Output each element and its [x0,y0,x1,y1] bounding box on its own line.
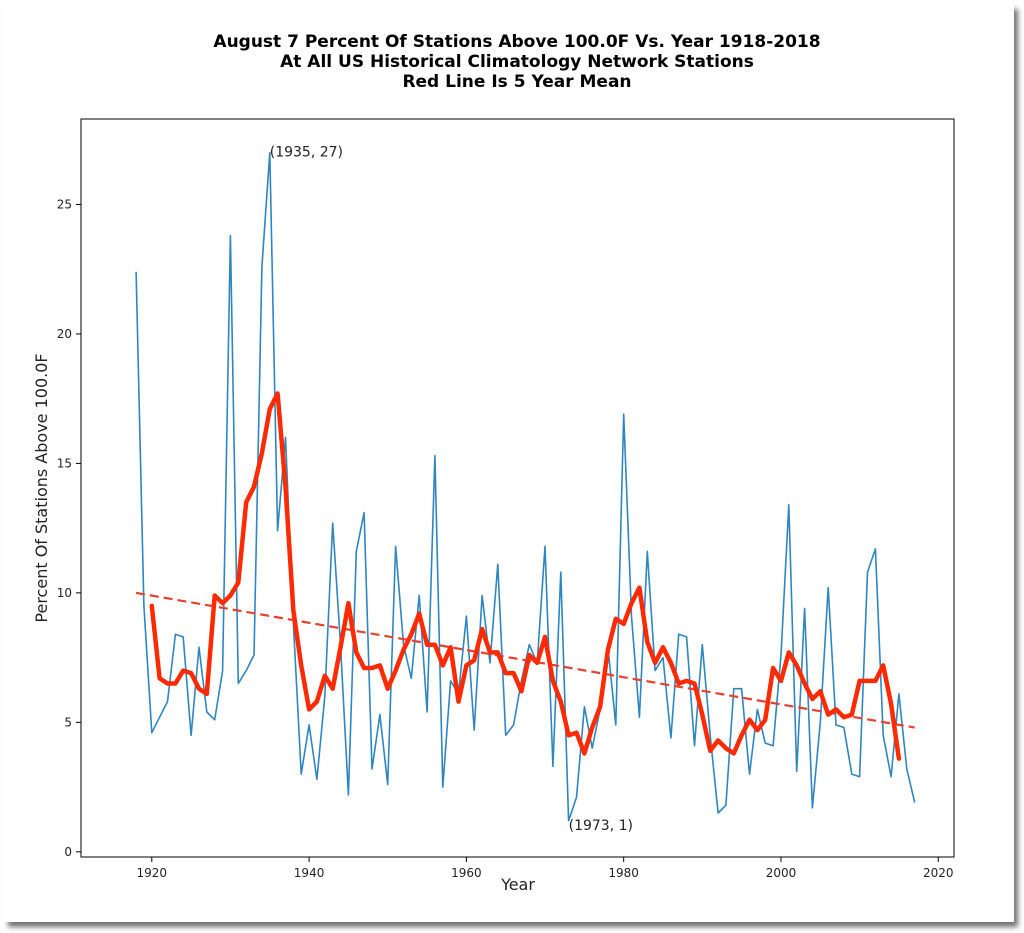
x-tick-label: 1940 [294,866,325,880]
line-chart: August 7 Percent Of Stations Above 100.0… [32,32,955,894]
x-tick-label: 1980 [608,866,639,880]
x-tick-label: 2000 [766,866,797,880]
plot-border [80,118,955,858]
y-tick-label: 25 [57,197,72,211]
x-axis-ticks: 1920 1940 1960 1980 2000 2020 [137,857,954,880]
x-tick-label: 1920 [137,866,168,880]
y-tick-label: 0 [64,845,72,859]
five-year-mean-line [149,391,902,761]
y-tick-label: 20 [57,327,72,341]
chart-title-line-2: At All US Historical Climatology Network… [280,52,754,72]
y-axis-label: Percent Of Stations Above 100.0F [32,353,51,622]
x-axis-label: Year [500,875,535,894]
x-tick-label: 1960 [451,866,482,880]
chart-frame: August 7 Percent Of Stations Above 100.0… [4,4,1014,922]
y-axis-ticks: 0 5 10 15 20 25 [57,197,81,859]
chart-title-line-1: August 7 Percent Of Stations Above 100.0… [213,32,820,52]
trend-line [135,591,915,729]
plot-area: (1935, 27) (1973, 1) [135,145,916,834]
x-tick-label: 2020 [923,866,954,880]
y-tick-label: 10 [57,586,72,600]
annotation-label: (1973, 1) [569,818,633,834]
y-tick-label: 15 [57,456,72,470]
y-tick-label: 5 [64,715,72,729]
chart-title-line-3: Red Line Is 5 Year Mean [402,72,631,92]
annotation-label: (1935, 27) [270,145,343,161]
